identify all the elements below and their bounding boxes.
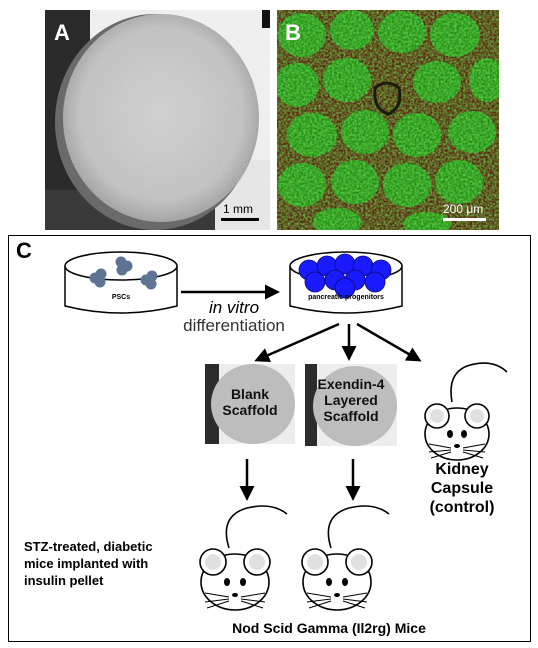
exendin-scaffold-line-2: Layered xyxy=(305,392,397,408)
progenitor-label: pancreatic progenitors xyxy=(287,294,405,301)
scale-bar-a-label: 1 mm xyxy=(223,202,253,216)
panel-letter-a: A xyxy=(54,20,70,46)
process-label: differentiation xyxy=(164,316,304,336)
exendin-scaffold-line-3: Scaffold xyxy=(305,408,397,424)
treatment-label: STZ-treated, diabetic mice implanted wit… xyxy=(24,538,199,589)
implanted-mouse-exendin-icon xyxy=(279,498,399,618)
treatment-line-3: insulin pellet xyxy=(24,572,199,589)
psc-cell xyxy=(117,265,128,276)
control-label-line-2: Capsule xyxy=(407,479,517,498)
progenitor-cell xyxy=(305,272,325,292)
panel-a-photo: A 1 mm xyxy=(45,10,270,230)
control-label-line-3: (control) xyxy=(407,498,517,517)
scale-bar-a xyxy=(221,218,259,221)
progenitor-cell xyxy=(365,272,385,292)
treatment-line-1: STZ-treated, diabetic xyxy=(24,538,199,555)
psc-culture-dish xyxy=(62,248,180,318)
fluorescence-image xyxy=(277,10,499,230)
psc-cell xyxy=(95,277,106,288)
treatment-line-2: mice implanted with xyxy=(24,555,199,572)
exendin-scaffold-line-1: Exendin-4 xyxy=(305,376,397,392)
control-mouse-icon xyxy=(407,354,517,464)
blank-scaffold-line-1: Blank xyxy=(205,386,295,402)
process-label-italic: in vitro xyxy=(179,298,289,318)
mice-strain-label: Nod Scid Gamma (Il2rg) Mice xyxy=(159,620,499,636)
psc-label: PSCs xyxy=(62,294,180,301)
exendin-scaffold: Exendin-4 Layered Scaffold xyxy=(305,364,397,446)
blank-scaffold-line-2: Scaffold xyxy=(205,402,295,418)
control-label: Kidney Capsule (control) xyxy=(407,460,517,517)
scale-bar-b-label: 200 μm xyxy=(443,202,483,216)
scale-bar-b xyxy=(443,218,486,221)
psc-cell xyxy=(146,279,157,290)
panel-letter-b: B xyxy=(285,20,301,46)
scaffold-photo xyxy=(45,10,270,230)
panel-c-schematic: C PSCs pancreatic progenitors in vitro d… xyxy=(8,235,531,642)
panel-b-micrograph: B 200 μm xyxy=(277,10,499,230)
blank-scaffold: Blank Scaffold xyxy=(205,364,295,444)
progenitor-culture-dish xyxy=(287,248,405,318)
control-label-line-1: Kidney xyxy=(407,460,517,479)
